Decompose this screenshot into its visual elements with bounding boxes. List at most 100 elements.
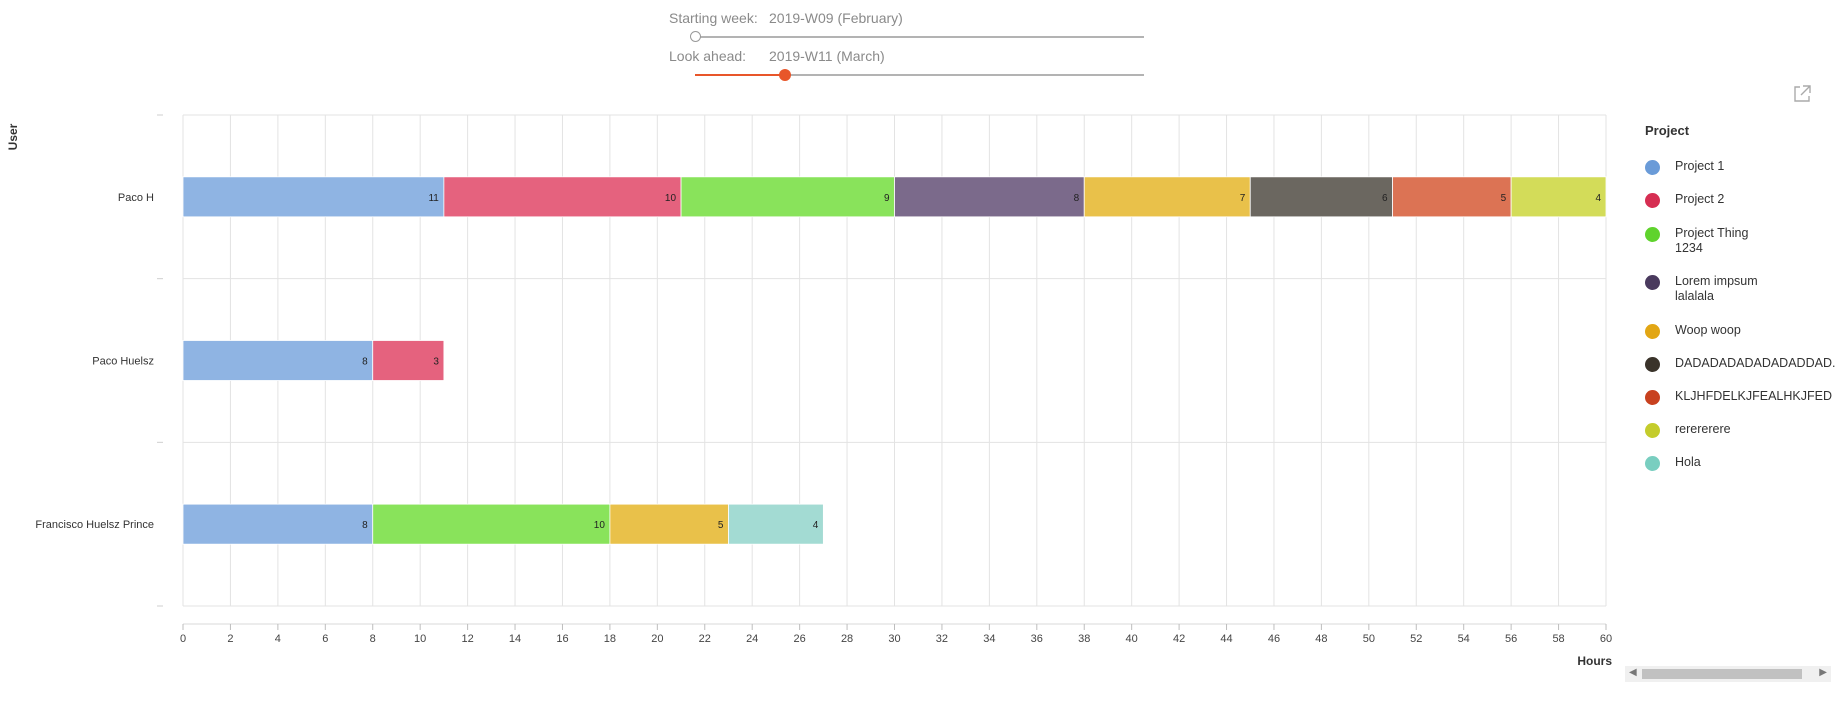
data-label: 5 (718, 520, 724, 531)
legend-item[interactable]: Project 1 (1645, 157, 1845, 187)
bar-segment (1249, 176, 1393, 218)
x-tick-label: 54 (1458, 633, 1470, 645)
legend-label: Woop woop (1675, 323, 1741, 337)
legend-item[interactable]: Hola (1645, 453, 1845, 483)
legend-label: rerererere (1675, 422, 1731, 436)
data-label: 8 (362, 520, 368, 531)
x-tick-label: 50 (1363, 633, 1375, 645)
legend-item[interactable]: DADADADADADADADDAD. (1645, 354, 1845, 384)
x-tick-label: 24 (746, 633, 758, 645)
look-ahead-slider-thumb[interactable] (778, 69, 791, 81)
bar-segment (182, 340, 374, 381)
legend-item[interactable]: Woop woop (1645, 321, 1845, 351)
data-label: 3 (433, 357, 439, 368)
data-label: 8 (362, 357, 368, 368)
x-tick-label: 56 (1505, 633, 1517, 645)
data-label: 9 (884, 193, 890, 204)
legend-item[interactable]: KLJHFDELKJFEALHKJFED (1645, 387, 1845, 417)
legend-swatch (1645, 357, 1660, 372)
legend-swatch (1645, 160, 1660, 175)
data-label: 8 (1074, 193, 1080, 204)
x-tick-label: 38 (1078, 633, 1090, 645)
scroll-left-icon[interactable]: ◀ (1629, 667, 1637, 678)
data-label: 10 (594, 520, 606, 531)
look-ahead-label: Look ahead: (669, 48, 747, 64)
data-label: 4 (813, 520, 819, 531)
legend-label: Lorem impsum lalalala (1675, 274, 1758, 303)
category-label: Paco Huelsz (92, 356, 154, 368)
bar-segment (894, 176, 1085, 218)
legend-swatch (1645, 390, 1660, 405)
x-tick-label: 20 (651, 633, 663, 645)
x-tick-label: 8 (370, 633, 376, 645)
bar-segment (443, 176, 682, 218)
x-tick-label: 6 (322, 633, 328, 645)
legend-label: Project 2 (1675, 192, 1725, 206)
x-tick-label: 28 (841, 633, 853, 645)
legend-swatch (1645, 227, 1660, 242)
legend-swatch (1645, 193, 1660, 208)
bar-segment (182, 176, 445, 218)
x-axis-title: Hours (1577, 654, 1612, 668)
bar-segment (609, 503, 729, 545)
x-tick-label: 34 (983, 633, 995, 645)
x-tick-label: 18 (604, 633, 616, 645)
data-label: 11 (428, 193, 439, 204)
x-tick-label: 52 (1410, 633, 1422, 645)
external-link-icon[interactable] (1792, 84, 1812, 104)
scroll-right-icon[interactable]: ▶ (1819, 667, 1827, 678)
legend-swatch (1645, 275, 1660, 290)
look-ahead-slider-track[interactable] (695, 74, 1144, 76)
x-tick-label: 42 (1173, 633, 1185, 645)
x-tick-label: 46 (1268, 633, 1280, 645)
category-label: Francisco Huelsz Prince (35, 519, 154, 531)
legend-item[interactable]: Project 2 (1645, 190, 1845, 220)
legend-item[interactable]: Project Thing 1234 (1645, 224, 1845, 255)
legend-label: KLJHFDELKJFEALHKJFED (1675, 389, 1832, 403)
legend-item[interactable]: rerererere (1645, 420, 1845, 450)
x-tick-label: 12 (461, 633, 473, 645)
x-tick-label: 26 (794, 633, 806, 645)
data-label: 6 (1382, 193, 1388, 204)
starting-week-slider-track[interactable] (695, 36, 1144, 38)
bar-segment (1510, 176, 1607, 218)
x-tick-label: 14 (509, 633, 521, 645)
legend-label: DADADADADADADADDAD. (1675, 356, 1836, 370)
data-label: 10 (665, 193, 677, 204)
legend-swatch (1645, 456, 1660, 471)
x-tick-label: 16 (556, 633, 568, 645)
legend-scrollbar[interactable]: ◀ ▶ (1625, 666, 1831, 682)
scrollbar-thumb[interactable] (1642, 669, 1802, 679)
data-label: 7 (1240, 193, 1246, 204)
x-tick-label: 0 (180, 633, 186, 645)
x-tick-label: 36 (1031, 633, 1043, 645)
legend-label: Project 1 (1675, 159, 1725, 173)
x-tick-label: 4 (275, 633, 281, 645)
x-tick-label: 58 (1552, 633, 1564, 645)
bar-segment (728, 503, 824, 545)
starting-week-slider-thumb[interactable] (690, 31, 701, 42)
legend-swatch (1645, 423, 1660, 438)
x-tick-label: 44 (1220, 633, 1232, 645)
bar-segment (1083, 176, 1251, 218)
legend-label: Hola (1675, 455, 1701, 469)
look-ahead-slider-fill (695, 74, 785, 76)
legend-label: Project Thing 1234 (1675, 226, 1749, 255)
starting-week-label: Starting week: (669, 10, 758, 26)
bar-segment (680, 176, 895, 218)
x-tick-label: 22 (699, 633, 711, 645)
x-tick-label: 2 (227, 633, 233, 645)
x-tick-label: 60 (1600, 633, 1612, 645)
starting-week-value: 2019-W09 (February) (769, 10, 903, 26)
bar-segment (372, 503, 611, 545)
x-tick-label: 40 (1126, 633, 1138, 645)
bar-segment (182, 503, 374, 545)
x-tick-label: 10 (414, 633, 426, 645)
category-label: Paco H (118, 192, 154, 204)
legend-swatch (1645, 324, 1660, 339)
x-tick-label: 48 (1315, 633, 1327, 645)
legend-item[interactable]: Lorem impsum lalalala (1645, 272, 1845, 303)
legend-title: Project (1645, 123, 1690, 138)
y-axis-title: User (6, 123, 20, 150)
